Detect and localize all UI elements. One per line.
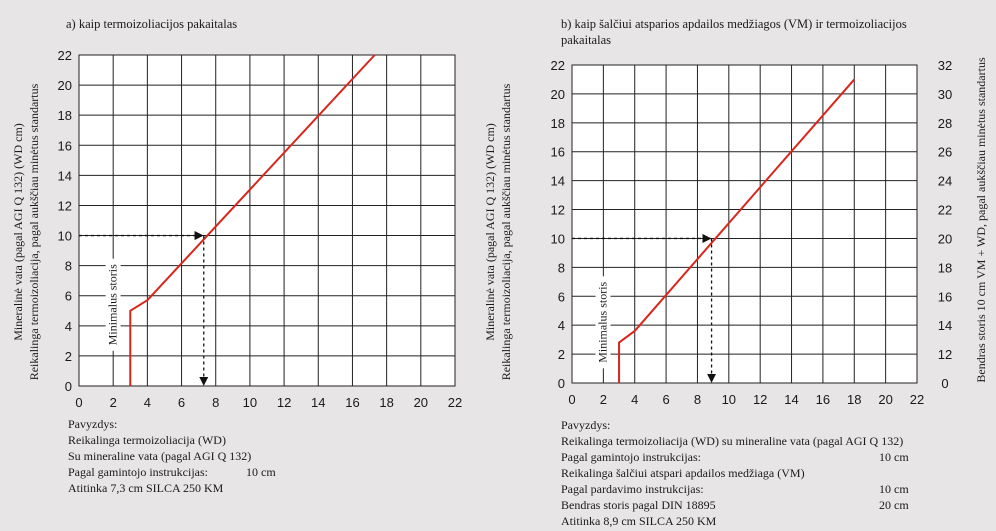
chart-a-ytick-label: 6 [65,289,72,304]
chart-a-xtick-label: 4 [144,395,151,410]
example-b-line5-label: Bendras storis pagal DIN 18895 [561,498,716,512]
example-b-heading: Pavyzdys: [561,418,611,432]
chart-b-xtick-label: 14 [784,392,798,407]
chart-b-xtick-label: 12 [753,392,767,407]
example-b-line4-label: Pagal pardavimo instrukcijas: [561,482,704,496]
chart-a-xtick-label: 14 [311,395,325,410]
chart-a-title: a) kaip termoizoliacijos pakaitalas [66,17,238,31]
chart-b-xtick-label: 22 [910,392,924,407]
chart-a-ytick-label: 18 [58,108,72,123]
chart-b-ylabel-line1: Mineralinė vata (pagal AGI Q 132) (WD cm… [483,123,497,341]
chart-b-min-thickness-label: Minimalus storis [595,276,611,369]
chart-b-xtick-label: 10 [722,392,736,407]
example-a-line3-label: Pagal gamintojo instrukcijas: [68,465,208,479]
chart-b-y2tick-label: 16 [938,289,952,304]
example-a-line3-value: 10 cm [246,465,276,479]
chart-b-xtick-label: 4 [631,392,638,407]
example-b-line6: Atitinka 8,9 cm SILCA 250 KM [561,514,717,528]
example-a-line2: Su mineraline vata (pagal AGI Q 132) [68,449,252,463]
chart-b-y2tick-label: 22 [938,203,952,218]
svg-text:Minimalus storis: Minimalus storis [106,264,120,345]
chart-b-ylabel-line2: Reikalinga termoizoliacija, pagal aukšči… [499,83,513,380]
chart-a-xtick-label: 0 [75,395,82,410]
chart-a-ylabel-line2: Reikalinga termoizoliacija, pagal aukšči… [27,83,41,380]
chart-b-y2tick-label: 26 [938,145,952,160]
example-b-line4-value: 10 cm [879,482,909,496]
chart-b-plot-area [571,64,918,384]
chart-b-ytick-label: 0 [558,376,565,391]
example-b-line5-value: 20 cm [879,498,909,512]
chart-b-ytick-label: 8 [558,260,565,275]
chart-a-ylabel-line1: Mineralinė vata (pagal AGI Q 132) (WD cm… [11,123,25,341]
chart-b-xtick-label: 0 [568,392,575,407]
chart-b-y2tick-label: 12 [938,347,952,362]
chart-b-y2label: Bendras storis 10 cm VM + WD, pagal aukš… [974,57,988,383]
chart-a-series-line [129,54,376,386]
chart-b-y2tick-label: 0 [941,376,948,391]
chart-b-ytick-label: 2 [558,347,565,362]
chart-a-ytick-label: 12 [58,198,72,213]
chart-a-ytick-label: 0 [65,379,72,394]
example-a-line4: Atitinka 7,3 cm SILCA 250 KM [68,481,224,495]
chart-b-y2tick-label: 32 [938,58,952,73]
chart-a-xtick-label: 16 [345,395,359,410]
example-b-line2-label: Pagal gamintojo instrukcijas: [561,450,701,464]
chart-a-plot-area [78,54,456,387]
chart-a-min-thickness-label: Minimalus storis [105,258,121,351]
chart-b-title-line1: b) kaip šalčiui atsparios apdailos medži… [561,17,907,31]
example-b-line3: Reikalinga šalčiui atspari apdailos medž… [561,466,805,480]
chart-b-ytick-label: 22 [551,58,565,73]
chart-b-ytick-label: 14 [551,174,565,189]
chart-a-xtick-label: 12 [277,395,291,410]
chart-b-y2tick-label: 14 [938,318,952,333]
example-a-heading: Pavyzdys: [68,417,118,431]
chart-a-ytick-label: 16 [58,138,72,153]
chart-b-y2tick-label: 24 [938,174,952,189]
chart-b-ytick-label: 4 [558,318,565,333]
chart-a-xtick-label: 22 [448,395,462,410]
chart-a-ytick-label: 2 [65,349,72,364]
chart-b-ytick-label: 20 [551,87,565,102]
chart-a-ytick-label: 10 [58,229,72,244]
chart-b-xtick-label: 2 [600,392,607,407]
chart-a-xtick-label: 2 [110,395,117,410]
chart-a-ytick-label: 14 [58,168,72,183]
example-b-line1: Reikalinga termoizoliacija (WD) su miner… [561,434,904,448]
chart-b-xtick-label: 6 [662,392,669,407]
chart-a-ytick-label: 22 [58,48,72,63]
chart-a-xtick-label: 6 [178,395,185,410]
chart-b-ytick-label: 16 [551,145,565,160]
chart-a-xtick-label: 8 [212,395,219,410]
chart-a-ytick-label: 8 [65,259,72,274]
chart-b-ytick-label: 6 [558,289,565,304]
chart-b-ytick-label: 10 [551,231,565,246]
chart-b-y2tick-label: 20 [938,231,952,246]
chart-a-ytick-label: 4 [65,319,72,334]
chart-a-ytick-label: 20 [58,78,72,93]
chart-a-xtick-label: 10 [243,395,257,410]
chart-b-xtick-label: 20 [878,392,892,407]
chart-b-y2tick-label: 28 [938,116,952,131]
example-b-line2-value: 10 cm [879,450,909,464]
chart-a-xtick-label: 18 [379,395,393,410]
svg-text:Minimalus storis: Minimalus storis [596,281,610,362]
chart-a: 0 2 4 6 8 10 12 14 16 18 20 22 0 2 4 6 8 10 12 14 16 18 20 22 M… [11,48,462,410]
chart-a-xtick-label: 20 [414,395,428,410]
chart-b-y2tick-label: 18 [938,260,952,275]
chart-b-title-line2: pakaitalas [561,33,611,47]
chart-b-xtick-label: 16 [816,392,830,407]
chart-b-y2tick-label: 30 [938,87,952,102]
chart-b: 0 2 4 6 8 10 12 14 16 18 20 22024681012141618202201… [483,57,988,407]
chart-b-series-line [618,78,856,383]
example-a-line1: Reikalinga termoizoliacija (WD) [68,433,226,447]
chart-b-ytick-label: 12 [551,203,565,218]
chart-b-xtick-label: 18 [847,392,861,407]
chart-b-ytick-label: 18 [551,116,565,131]
chart-b-xtick-label: 8 [694,392,701,407]
